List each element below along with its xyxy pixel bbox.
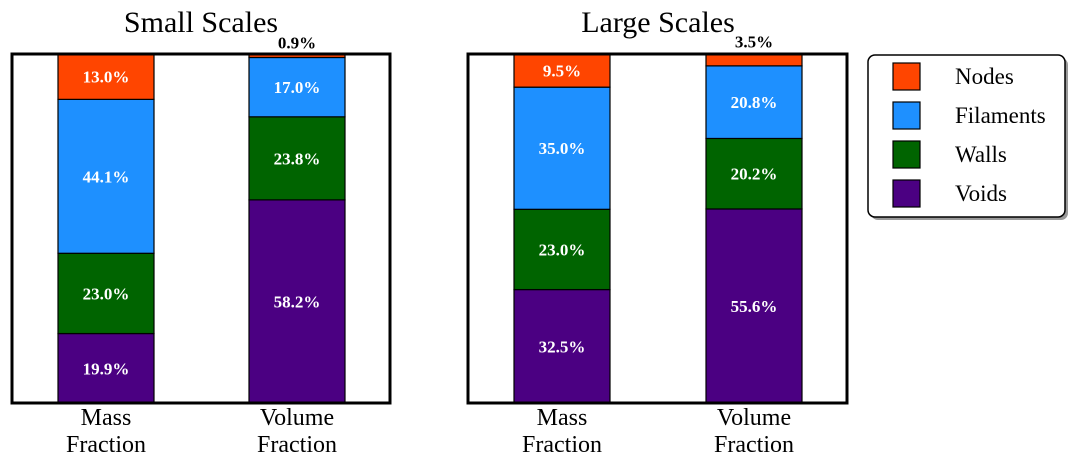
category-label: Volume Fraction: [714, 405, 794, 456]
plot-frame: [10, 52, 392, 405]
legend-label-nodes: Nodes: [955, 64, 1014, 89]
data-label-walls: 23.0%: [83, 284, 130, 303]
data-label-nodes: 13.0%: [83, 68, 130, 87]
bar-segment-filaments: [513, 86, 611, 210]
bar-segment-voids: [513, 288, 611, 404]
bar-segment-filaments: [705, 65, 803, 140]
data-label-nodes: 9.5%: [543, 62, 581, 81]
data-label-nodes: 3.5%: [735, 33, 773, 52]
chart-title: Small Scales: [124, 6, 278, 39]
data-label-voids: 58.2%: [274, 292, 321, 311]
data-label-walls: 20.2%: [731, 165, 778, 184]
legend-label-voids: Voids: [955, 181, 1007, 206]
data-label-filaments: 44.1%: [83, 167, 130, 186]
legend-swatch-nodes: [892, 62, 921, 91]
bar-segment-voids: [248, 199, 346, 404]
legend-swatch-filaments: [892, 101, 921, 130]
plot-frame: [466, 52, 849, 405]
category-label: Mass Fraction: [522, 405, 602, 456]
legend-box: [867, 54, 1066, 218]
data-label-walls: 23.0%: [539, 240, 586, 259]
legend-swatch-voids: [892, 179, 921, 208]
bar-segment-walls: [705, 137, 803, 210]
data-label-filaments: 20.8%: [731, 93, 778, 112]
legend: Nodes Filaments Walls Voids: [867, 54, 1068, 220]
chart-panel-small-scales: Small Scales 19.9% 23.0% 44.1% 13.0% Mass Frac…: [10, 6, 392, 456]
data-label-voids: 19.9%: [83, 359, 130, 378]
bar-segment-filaments: [248, 56, 346, 118]
data-label-walls: 23.8%: [274, 149, 321, 168]
data-label-filaments: 17.0%: [274, 78, 321, 97]
bar-segment-nodes: [513, 53, 611, 88]
bar-segment-nodes: [57, 53, 155, 100]
data-label-voids: 32.5%: [539, 337, 586, 356]
bar-segment-voids: [57, 332, 155, 404]
legend-label-walls: Walls: [955, 142, 1007, 167]
bar-segment-walls: [513, 208, 611, 291]
bar-segment-walls: [248, 116, 346, 201]
category-label: Volume Fraction: [257, 405, 337, 456]
chart-panel-large-scales: Large Scales 32.5% 23.0% 35.0% 9.5% Mass Fract…: [466, 6, 849, 456]
chart-title: Large Scales: [581, 6, 735, 39]
legend-swatch-walls: [892, 140, 921, 169]
data-label-voids: 55.6%: [731, 297, 778, 316]
data-label-nodes: 0.9%: [278, 33, 316, 52]
bar-segment-voids: [705, 208, 803, 404]
data-label-filaments: 35.0%: [539, 139, 586, 158]
category-label: Mass Fraction: [66, 405, 146, 456]
legend-label-filaments: Filaments: [955, 103, 1046, 128]
bar-segment-walls: [57, 252, 155, 335]
